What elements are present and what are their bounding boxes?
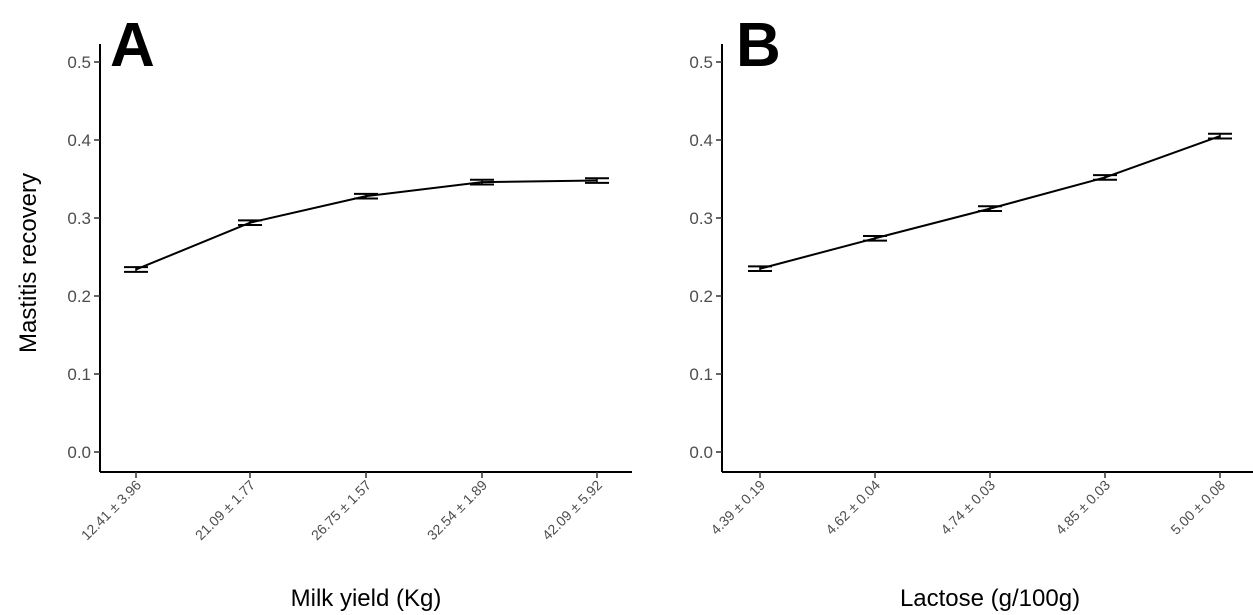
error-bar <box>585 177 609 184</box>
x-tick-label: 32.54 ± 1.89 <box>424 477 490 543</box>
x-tick-label: 26.75 ± 1.57 <box>308 477 374 543</box>
error-bar <box>354 192 378 200</box>
x-axis-title: Milk yield (Kg) <box>291 585 442 612</box>
error-bar <box>863 234 887 242</box>
x-tick-label: 12.41 ± 3.96 <box>78 477 144 543</box>
x-axis-title: Lactose (g/100g) <box>900 585 1080 612</box>
y-tick-label: 0.3 <box>67 209 91 228</box>
y-tick-label: 0.2 <box>67 287 91 306</box>
panel-label: A <box>110 11 155 80</box>
error-bar <box>978 205 1002 212</box>
y-tick-label: 0.5 <box>67 53 91 72</box>
error-bar <box>748 265 772 273</box>
error-bar <box>1208 132 1232 140</box>
y-tick-label: 0.1 <box>67 365 91 384</box>
y-tick-label: 0.4 <box>689 131 713 150</box>
y-tick-label: 0.0 <box>67 443 91 462</box>
y-tick-label: 0.3 <box>689 209 713 228</box>
error-bar <box>1093 174 1117 181</box>
y-tick-label: 0.1 <box>689 365 713 384</box>
x-tick-label: 4.62 ± 0.04 <box>822 477 883 538</box>
x-tick-label: 4.85 ± 0.03 <box>1052 477 1113 538</box>
error-bar <box>238 219 262 227</box>
x-tick-label: 5.00 ± 0.08 <box>1167 477 1228 538</box>
y-axis-title: Mastitis recovery <box>15 173 42 353</box>
chart-panel-a: 0.0 0.1 0.2 0.3 0.4 0.5 12.41 ± 3.96 21.09 ± 1.… <box>15 11 632 612</box>
y-tick-label: 0.4 <box>67 131 91 150</box>
series-line <box>759 135 1221 270</box>
x-tick-label: 4.39 ± 0.19 <box>707 477 768 538</box>
y-tick-label: 0.2 <box>689 287 713 306</box>
error-bar <box>124 266 148 273</box>
x-tick-label: 21.09 ± 1.77 <box>192 477 258 543</box>
chart-panel-b: 0.0 0.1 0.2 0.3 0.4 0.5 4.39 ± 0.19 4.62 ± 0.04… <box>689 11 1253 612</box>
error-bar <box>470 178 494 186</box>
y-tick-label: 0.0 <box>689 443 713 462</box>
y-tick-label: 0.5 <box>689 53 713 72</box>
x-tick-label: 4.74 ± 0.03 <box>937 477 998 538</box>
panel-label: B <box>736 11 781 80</box>
x-tick-label: 42.09 ± 5.92 <box>539 477 605 543</box>
